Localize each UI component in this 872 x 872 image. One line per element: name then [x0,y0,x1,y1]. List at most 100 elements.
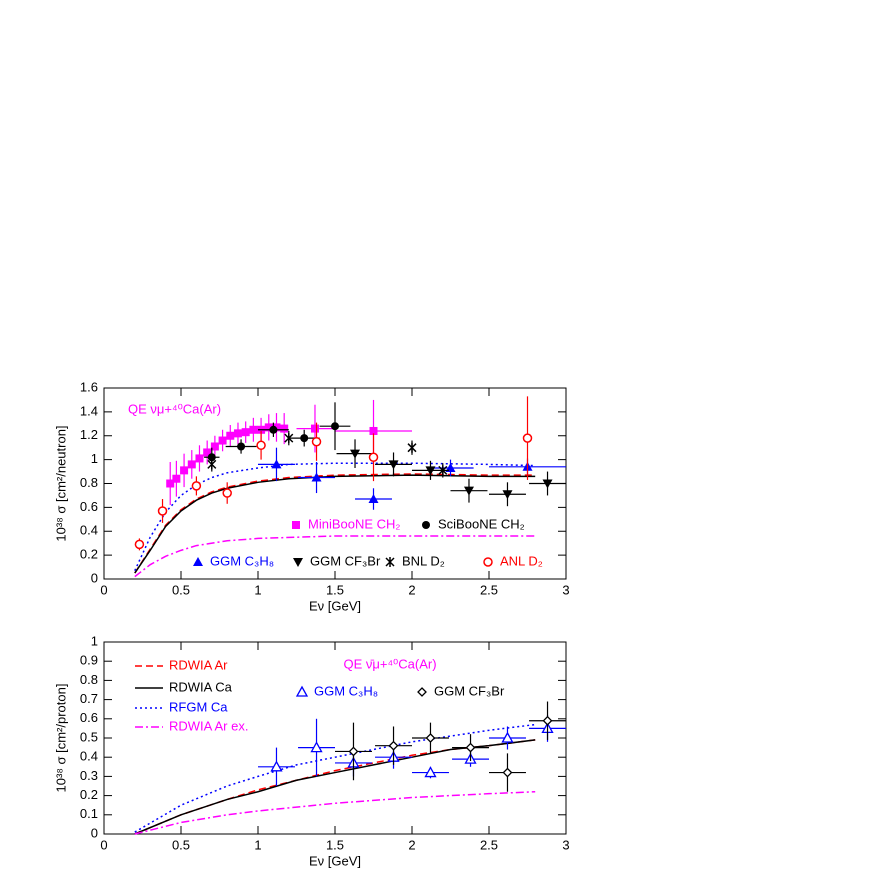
legend-marker [295,685,309,697]
data-point [195,454,204,463]
x-tick-label: 0 [100,837,107,852]
y-tick-label: 1.6 [80,379,98,394]
y-tick-label: 0.4 [80,749,98,764]
data-point [226,431,235,440]
x-tick-label: 1.5 [326,582,344,597]
legend-label: GGM CF₃Br [434,683,505,698]
y-tick-label: 1.2 [80,427,98,442]
data-point [368,452,379,462]
y-axis-label: 10³⁸ σ [cm²/neutron] [53,425,68,541]
data-point [502,767,513,778]
data-point [368,494,379,504]
y-tick-label: 1.4 [80,403,98,418]
x-tick-label: 0.5 [172,582,190,597]
data-point [348,746,359,757]
x-tick-label: 0.5 [172,837,190,852]
legend-label: GGM C₃H₈ [314,683,378,698]
data-point [369,426,378,435]
data-point [203,448,212,457]
legend-marker [193,557,203,566]
y-tick-label: 1 [91,633,98,648]
data-point [465,742,476,753]
data-point [218,436,227,445]
data-point [269,425,278,434]
data-point [270,760,283,772]
data-point [264,423,273,432]
data-point [210,442,219,451]
data-point [438,465,448,476]
data-point [331,422,339,431]
data-point [388,740,399,751]
y-tick-label: 0.2 [80,787,98,802]
data-point [166,479,175,488]
x-tick-label: 1 [254,837,261,852]
x-tick-label: 2 [408,837,415,852]
x-tick-label: 3 [562,582,569,597]
y-tick-label: 1 [91,451,98,466]
data-point [542,479,553,489]
x-tick-label: 1.5 [326,837,344,852]
data-point [187,460,196,469]
x-tick-label: 2.5 [480,582,498,597]
curve [134,535,536,578]
data-point [407,442,417,453]
x-tick-label: 2 [408,582,415,597]
data-point [522,433,533,443]
legend-label: RDWIA Ar ex. [169,718,248,733]
x-axis-label: Eν [GeV] [309,853,361,868]
y-tick-label: 0.6 [80,499,98,514]
y-tick-label: 0.8 [80,475,98,490]
chart-title: QE νμ+⁴⁰Ca(Ar) [128,401,221,416]
data-point [249,425,258,434]
y-tick-label: 0.4 [80,523,98,538]
data-point [191,481,202,491]
data-point [310,741,323,753]
y-tick-label: 0 [91,570,98,585]
legend-marker [417,687,427,697]
data-point [180,466,189,475]
x-tick-label: 0 [100,582,107,597]
data-point [271,459,282,469]
data-point [280,424,289,433]
curve [134,473,536,574]
legend-label: SciBooNE CH₂ [438,516,525,531]
data-point [311,472,322,482]
y-tick-label: 0.3 [80,768,98,783]
legend-label: ANL D₂ [500,553,543,568]
y-tick-label: 0 [91,825,98,840]
data-point [233,429,242,438]
data-point [300,434,309,443]
data-point [256,440,266,451]
curve [134,739,536,835]
legend-label: RDWIA Ca [169,679,233,694]
y-tick-label: 0.8 [80,672,98,687]
legend-label: RFGM Ca [169,699,228,714]
x-tick-label: 3 [562,837,569,852]
data-point [388,460,399,470]
x-tick-label: 1 [254,582,261,597]
data-point [241,428,250,437]
data-point [463,486,474,496]
y-tick-label: 0.1 [80,806,98,821]
y-axis-label: 10³⁸ σ [cm²/proton] [53,684,68,793]
curve [134,723,536,833]
legend-marker [292,521,300,529]
x-tick-label: 2.5 [480,837,498,852]
data-point [237,442,246,451]
data-point [425,466,436,476]
data-point [502,490,513,500]
data-point [172,474,181,483]
legend-marker [483,557,493,567]
curve [134,739,536,835]
legend-label: GGM C₃H₈ [210,553,274,568]
legend-label: BNL D₂ [402,553,445,568]
data-point [222,488,232,498]
legend-label: MiniBooNE CH₂ [308,516,400,531]
data-point [424,766,437,778]
x-axis-label: Eν [GeV] [309,598,361,613]
data-point [311,436,322,447]
data-point [542,715,553,726]
legend-label: GGM CF₃Br [310,553,381,568]
